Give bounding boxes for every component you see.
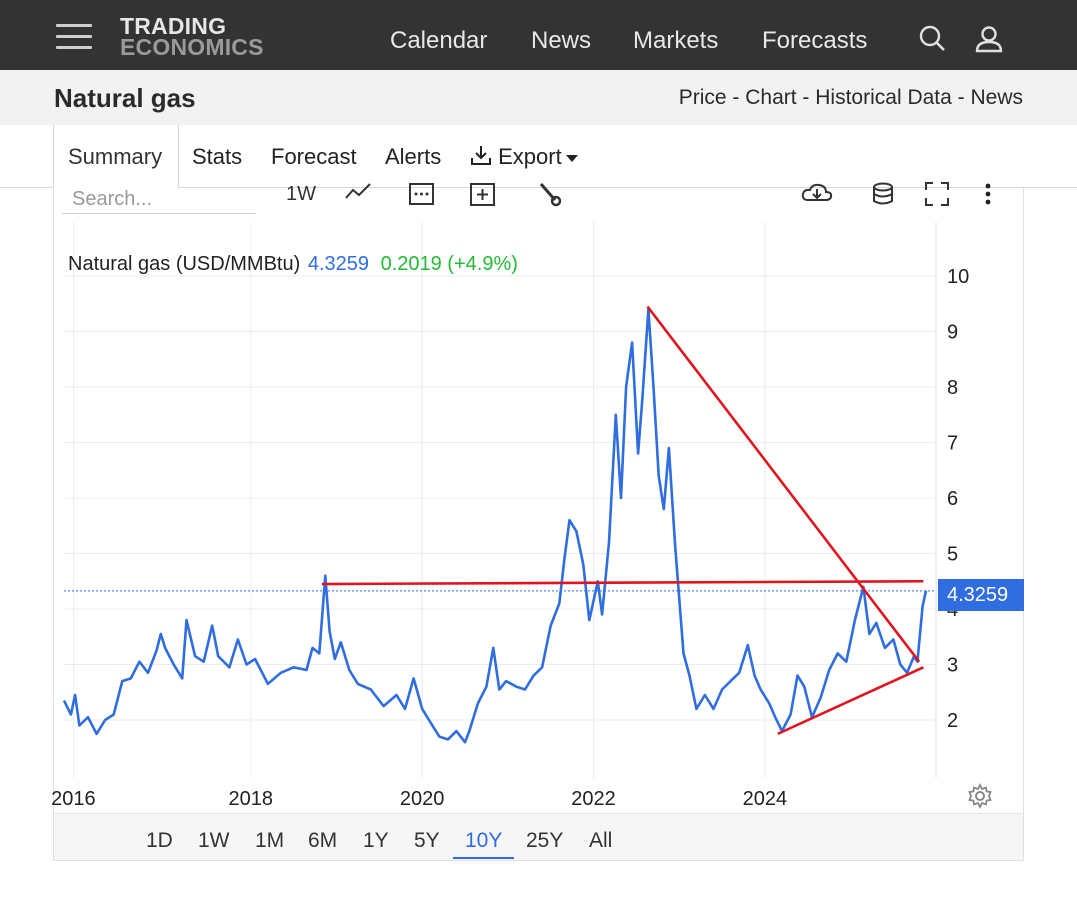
link-chart[interactable]: Chart [745,86,797,109]
top-nav: TRADING ECONOMICS Calendar News Markets … [0,0,1077,70]
x-tick-label: 2016 [51,788,96,810]
x-tick-label: 2022 [571,788,616,810]
range-1w[interactable]: 1W [198,829,230,852]
settings-gear-icon[interactable] [967,783,993,809]
logo[interactable]: TRADING ECONOMICS [120,13,264,60]
range-10y[interactable]: 10Y [465,829,503,852]
chart-panel [53,188,1024,861]
download-icon [471,146,491,165]
nav-calendar[interactable]: Calendar [390,27,488,54]
nav-news[interactable]: News [531,27,592,54]
trendlines [321,305,924,736]
chevron-down-icon [565,154,578,162]
trendline [646,305,921,663]
fullscreen-icon[interactable] [923,180,951,208]
menu-icon[interactable] [56,24,92,50]
active-range-underline [453,857,514,859]
wrench-icon[interactable] [535,180,563,208]
range-1d[interactable]: 1D [146,829,173,852]
chart-grid [64,222,937,778]
range-all[interactable]: All [589,829,613,852]
chart-legend: Natural gas (USD/MMBtu) 4.3259 0.2019 (+… [68,253,518,276]
range-1y[interactable]: 1Y [363,829,389,852]
search-icon[interactable] [918,24,946,54]
x-tick-label: 2020 [400,788,445,810]
tab-forecast[interactable]: Forecast [271,144,357,169]
interval-selector[interactable]: 1W [286,183,316,205]
title-bar: Natural gas Price - Chart - Historical D… [0,70,1077,125]
x-tick-label: 2018 [229,788,274,810]
range-25y[interactable]: 25Y [526,829,564,852]
trendline [777,666,924,736]
link-price[interactable]: Price [678,86,727,109]
more-options-icon[interactable] [978,180,998,208]
y-axis-ticks: 2345678910 [947,266,969,732]
tab-export[interactable]: Export [470,125,578,188]
user-icon[interactable] [975,24,1003,54]
logo-line1: TRADING [120,13,227,39]
calendar-icon[interactable] [408,180,436,208]
legend-series-name: Natural gas (USD/MMBtu) [68,253,301,275]
natural-gas-price-line [62,308,928,744]
add-indicator-icon[interactable] [469,180,497,208]
tab-bar: Summary Stats Forecast Alerts Export [0,125,1077,188]
page-title: Natural gas [54,83,196,113]
logo-line2: ECONOMICS [120,34,264,60]
y-tick-label: 7 [947,433,958,455]
x-tick-label: 2024 [743,788,788,810]
tab-summary[interactable]: Summary [53,125,179,188]
y-tick-label: 10 [947,266,969,288]
y-tick-label: 3 [947,655,958,677]
y-tick-label: 8 [947,377,958,399]
line-chart-icon[interactable] [344,180,372,204]
legend-change: 0.2019 (+4.9%) [380,253,518,275]
database-icon[interactable] [870,180,896,208]
section-links: Price - Chart - Historical Data - News [678,86,1023,109]
tab-alerts[interactable]: Alerts [385,144,442,169]
y-tick-label: 9 [947,322,958,344]
nav-markets[interactable]: Markets [633,27,719,54]
trendline [321,579,924,586]
export-label: Export [498,144,562,169]
range-6m[interactable]: 6M [308,829,338,852]
range-5y[interactable]: 5Y [414,829,440,852]
nav-forecasts[interactable]: Forecasts [762,27,868,54]
y-tick-label: 5 [947,544,958,566]
x-axis-ticks: 2016 2018 2020 2022 2024 [51,788,787,810]
cloud-download-icon[interactable] [800,180,834,208]
last-price-tag: 4.3259 [938,578,1024,611]
search-input[interactable] [62,186,256,214]
tab-stats[interactable]: Stats [192,144,243,169]
y-tick-label: 2 [947,710,958,732]
range-1m[interactable]: 1M [255,829,285,852]
range-selector [54,813,1023,860]
link-historical-data[interactable]: Historical Data [815,86,952,109]
link-news[interactable]: News [970,86,1023,109]
legend-price: 4.3259 [307,253,370,275]
y-tick-label: 6 [947,488,958,510]
